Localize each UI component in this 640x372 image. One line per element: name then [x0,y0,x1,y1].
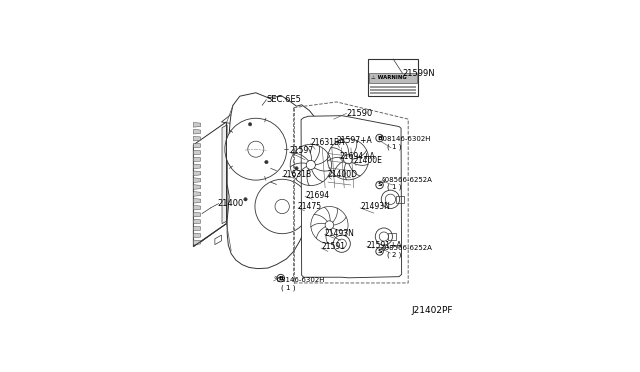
Text: B: B [377,135,382,141]
Text: 21475: 21475 [298,202,322,211]
Polygon shape [193,157,200,162]
Text: 21631B: 21631B [282,170,311,179]
Polygon shape [193,129,200,134]
Circle shape [265,160,268,164]
Text: ( 2 ): ( 2 ) [387,251,401,258]
Text: 21597: 21597 [289,146,314,155]
Bar [371,86,416,88]
Circle shape [277,275,284,282]
Circle shape [381,190,399,208]
Polygon shape [301,116,402,278]
Text: 21590: 21590 [347,109,373,118]
Circle shape [376,134,383,142]
Circle shape [375,228,392,245]
Text: 21631BA: 21631BA [311,138,345,147]
Circle shape [295,167,298,170]
Text: 21400D: 21400D [328,170,358,179]
Text: 21694: 21694 [305,190,329,199]
Text: S: S [377,249,382,254]
Text: ( 1 ): ( 1 ) [387,143,401,150]
Bar [368,59,418,96]
Polygon shape [193,212,200,217]
Text: 21400E: 21400E [354,156,383,165]
Text: °08146-6302H: °08146-6302H [273,277,325,283]
Bar [371,89,416,91]
Bar [396,196,404,203]
Polygon shape [193,233,200,238]
Polygon shape [193,192,200,196]
Text: B: B [278,276,283,280]
Text: S: S [377,183,382,187]
Polygon shape [222,125,227,224]
Polygon shape [193,199,200,203]
Text: ( 1 ): ( 1 ) [387,183,401,190]
Bar [369,73,417,83]
Polygon shape [193,185,200,189]
Text: 21591+A: 21591+A [367,241,403,250]
Polygon shape [227,93,317,269]
Text: SEC.6E5: SEC.6E5 [266,94,301,103]
Text: J21402PF: J21402PF [411,306,452,315]
Polygon shape [193,143,200,148]
Bar [371,92,416,94]
Text: §08566-6252A: §08566-6252A [382,244,433,250]
Circle shape [333,235,350,252]
Polygon shape [193,137,200,141]
Polygon shape [193,150,200,155]
Text: ( 1 ): ( 1 ) [282,284,296,291]
Circle shape [248,122,252,126]
Text: §08566-6252A: §08566-6252A [382,176,433,182]
Polygon shape [193,219,200,224]
Text: °08146-6302H: °08146-6302H [380,136,431,142]
Text: 21599N: 21599N [403,69,435,78]
Text: 21694+A: 21694+A [339,152,375,161]
Text: 21400: 21400 [218,199,244,208]
Circle shape [376,248,383,255]
Text: 21591: 21591 [321,242,345,251]
Text: ⚠ WARNING: ⚠ WARNING [371,76,407,80]
Polygon shape [193,205,200,210]
Circle shape [225,118,287,180]
Polygon shape [193,122,227,247]
Text: 21493N: 21493N [360,202,390,211]
Polygon shape [200,122,227,242]
Circle shape [376,181,383,189]
Polygon shape [193,122,200,127]
Text: 21493N: 21493N [324,229,355,238]
Circle shape [255,179,309,234]
Polygon shape [193,178,200,182]
Polygon shape [193,171,200,176]
Polygon shape [193,226,200,231]
Text: 21597+A: 21597+A [337,136,372,145]
Bar [388,233,396,240]
Polygon shape [193,240,200,244]
Polygon shape [193,164,200,169]
Circle shape [244,198,247,201]
